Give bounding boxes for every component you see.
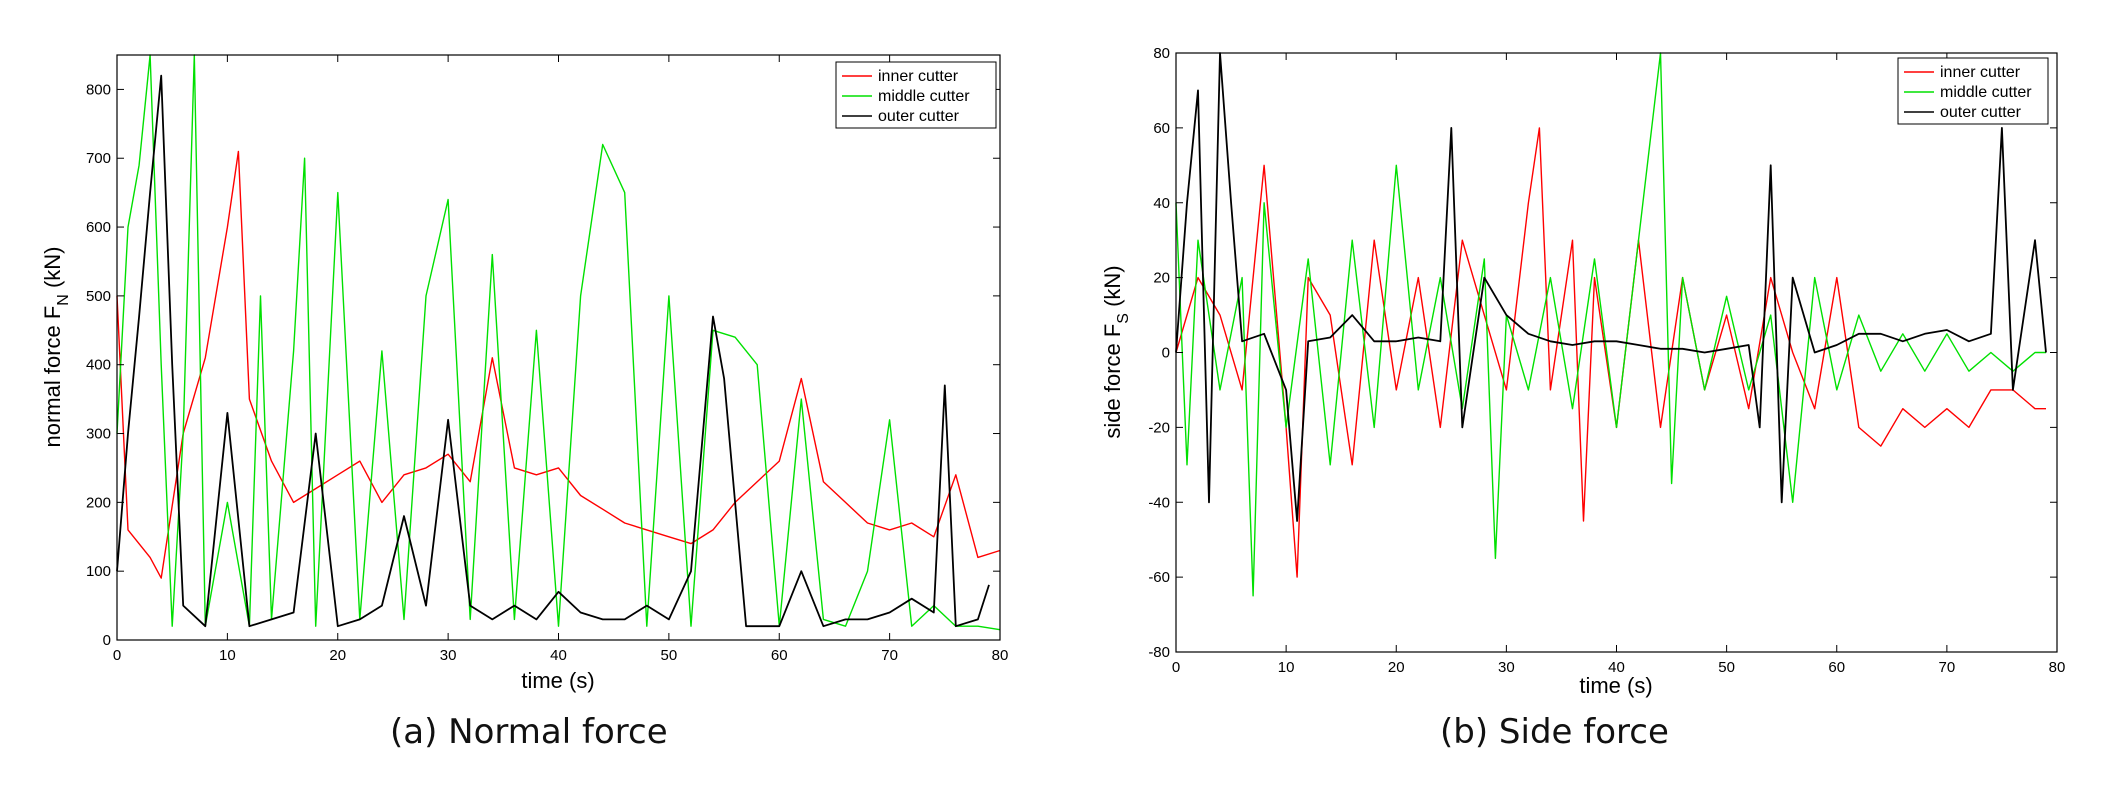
legend-entry: inner cutter [1940, 64, 2021, 81]
y-tick-label: 80 [1153, 45, 1170, 62]
caption-side-force: (b) Side force [1440, 712, 1669, 752]
y-tick-label: 0 [103, 632, 111, 649]
series-line-inner-cutter [1175, 127, 2046, 578]
y-tick-label: 600 [86, 219, 111, 236]
x-tick-label: 60 [771, 647, 788, 664]
series-line-middle-cutter [116, 54, 1001, 631]
y-axis-label-unit: (kN) [40, 246, 65, 294]
y-tick-label: -40 [1148, 494, 1170, 511]
x-tick-label: 70 [881, 647, 898, 664]
x-axis-label: time (s) [1579, 673, 1652, 698]
y-tick-label: 300 [86, 426, 111, 443]
caption-normal-force: (a) Normal force [390, 712, 668, 752]
plot-frame [116, 54, 1001, 641]
chart-side-force: 0 10 20 30 40 50 60 70 80 -80 -60 -40 -20 0 20 40 60 80 t… [1100, 45, 2065, 698]
series-layer [1175, 52, 2047, 597]
x-tick-label: 50 [661, 647, 678, 664]
y-axis-label-sub: S [1115, 313, 1132, 324]
legend-entry: middle cutter [1940, 84, 2032, 101]
y-tick-label: 20 [1153, 270, 1170, 287]
x-tick-label: 80 [992, 647, 1009, 664]
y-axis-label-main: side force F [1100, 324, 1125, 439]
y-axis-label-unit: (kN) [1100, 265, 1125, 313]
legend-entry: middle cutter [878, 88, 970, 105]
series-line-inner-cutter [116, 150, 1001, 579]
x-tick-label: 50 [1718, 659, 1735, 676]
y-tick-label: 0 [1162, 345, 1170, 362]
x-tick-label: 0 [1172, 659, 1180, 676]
legend: inner cutter middle cutter outer cutter [1897, 57, 2049, 125]
y-tick-label: 60 [1153, 120, 1170, 137]
x-tick-label: 20 [329, 647, 346, 664]
y-tick-label: -80 [1148, 644, 1170, 661]
series-layer [116, 54, 1001, 631]
y-tick-label: 400 [86, 357, 111, 374]
legend-entry: outer cutter [1940, 104, 2022, 121]
x-tick-label: 30 [1498, 659, 1515, 676]
y-tick-label: 200 [86, 494, 111, 511]
y-axis-label-sub: N [55, 294, 72, 306]
series-line-outer-cutter [1175, 52, 2047, 522]
y-axis-label-main: normal force F [40, 306, 65, 448]
ticks-layer: 0 10 20 30 40 50 60 70 80 -80 -60 -40 -20 0 20 40 60 80 [1148, 45, 2065, 676]
y-tick-label: 500 [86, 288, 111, 305]
y-axis-label: side force FS (kN) [1100, 265, 1132, 438]
legend-entry: inner cutter [878, 68, 959, 85]
y-tick-label: 100 [86, 563, 111, 580]
x-tick-label: 10 [1278, 659, 1295, 676]
x-tick-label: 30 [440, 647, 457, 664]
legend-box [1897, 57, 2049, 125]
x-tick-label: 0 [113, 647, 121, 664]
x-tick-label: 40 [1608, 659, 1625, 676]
chart-normal-force: 0 10 20 30 40 50 60 70 8001002003004005006007008… [40, 54, 1008, 693]
y-tick-label: -20 [1148, 419, 1170, 436]
legend-entry: outer cutter [878, 108, 960, 125]
y-tick-label: -60 [1148, 569, 1170, 586]
legend-box [835, 61, 997, 129]
x-axis-label: time (s) [521, 668, 594, 693]
series-line-middle-cutter [1175, 52, 2046, 597]
y-tick-label: 40 [1153, 195, 1170, 212]
x-tick-label: 10 [219, 647, 236, 664]
x-tick-label: 20 [1388, 659, 1405, 676]
y-tick-label: 800 [86, 81, 111, 98]
legend: inner cutter middle cutter outer cutter [835, 61, 997, 129]
x-tick-label: 60 [1828, 659, 1845, 676]
x-tick-label: 80 [2049, 659, 2066, 676]
y-tick-label: 700 [86, 150, 111, 167]
y-axis-label: normal force FN (kN) [40, 246, 72, 447]
x-tick-label: 70 [1939, 659, 1956, 676]
ticks-layer: 0 10 20 30 40 50 60 70 8001002003004005006007008… [86, 55, 1008, 664]
series-line-outer-cutter [116, 74, 990, 628]
x-tick-label: 40 [550, 647, 567, 664]
